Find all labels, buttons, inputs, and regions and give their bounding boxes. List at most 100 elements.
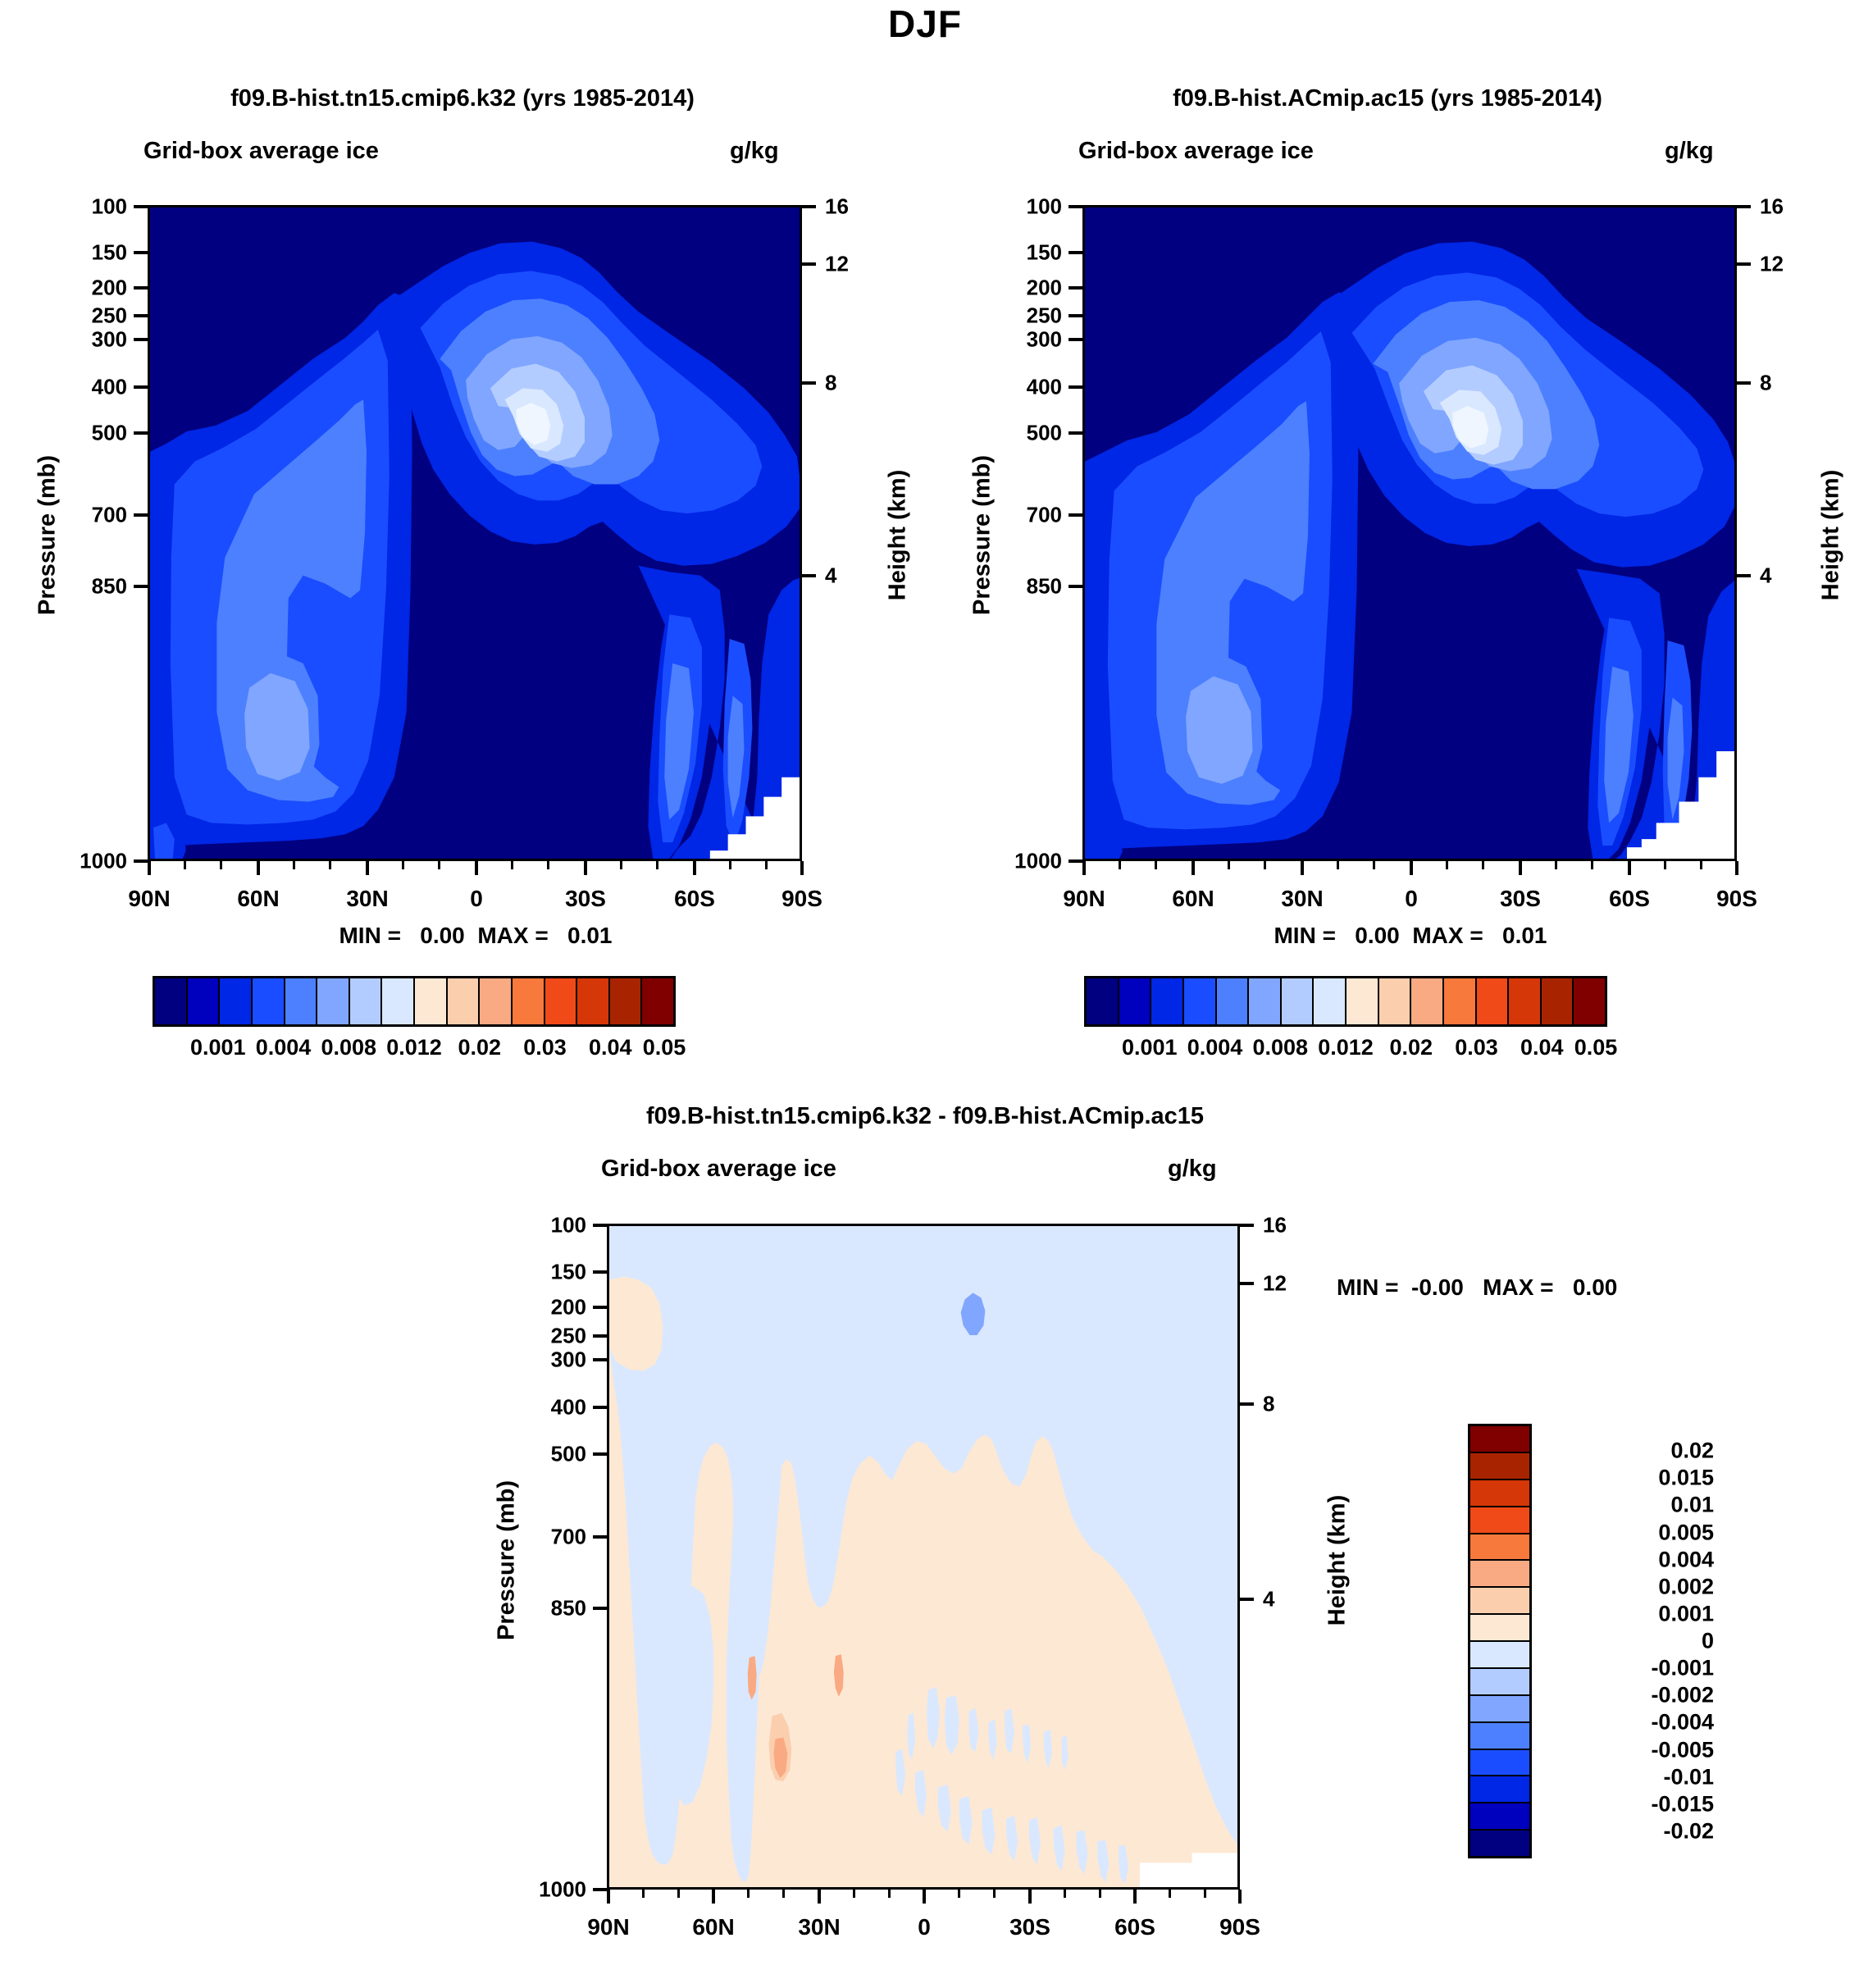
colorbar-swatch[interactable] xyxy=(1470,1749,1529,1777)
colorbar-swatch[interactable] xyxy=(252,978,285,1024)
panel-top-right-minmax: MIN = 0.00 MAX = 0.01 xyxy=(1274,923,1547,948)
colorbar-swatch[interactable] xyxy=(155,978,188,1024)
colorbar-swatch[interactable] xyxy=(1470,1480,1529,1507)
colorbar-swatch[interactable] xyxy=(1411,978,1444,1024)
x-axis-tick xyxy=(148,861,151,875)
colorbar-swatch[interactable] xyxy=(1119,978,1152,1024)
x-axis-minor-tick xyxy=(1555,861,1557,869)
x-axis-minor-tick xyxy=(402,861,404,869)
colorbar-swatch[interactable] xyxy=(1346,978,1379,1024)
colorbar-swatch[interactable] xyxy=(1281,978,1315,1024)
colorbar-swatch[interactable] xyxy=(1249,978,1282,1024)
x-axis-minor-tick xyxy=(1664,861,1666,869)
colorbar-swatch[interactable] xyxy=(1470,1668,1529,1696)
y2-axis-tick xyxy=(1737,262,1751,266)
colorbar-swatch[interactable] xyxy=(1470,1803,1529,1831)
colorbar-swatch[interactable] xyxy=(1470,1615,1529,1642)
colorbar-swatch[interactable] xyxy=(1509,978,1542,1024)
x-tick-label: 60N xyxy=(1172,886,1214,911)
y-axis-tick xyxy=(1069,251,1082,254)
colorbar-swatch[interactable] xyxy=(1443,978,1477,1024)
colorbar-swatch[interactable] xyxy=(512,978,545,1024)
y-tick-label: 200 xyxy=(550,1294,586,1320)
colorbar-swatch[interactable] xyxy=(1470,1534,1529,1562)
colorbar-top-left[interactable] xyxy=(153,976,676,1027)
colorbar-swatch[interactable] xyxy=(317,978,350,1024)
colorbar-swatch[interactable] xyxy=(545,978,578,1024)
colorbar-tick-label: 0.005 xyxy=(1658,1520,1714,1544)
colorbar-swatch[interactable] xyxy=(1541,978,1574,1024)
colorbar-swatch[interactable] xyxy=(1216,978,1250,1024)
y2-axis-tick xyxy=(1737,381,1751,385)
panel-top-right-title: f09.B-hist.ACmip.ac15 (yrs 1985-2014) xyxy=(1173,85,1602,112)
colorbar-swatch[interactable] xyxy=(1476,978,1510,1024)
colorbar-swatch[interactable] xyxy=(1470,1452,1529,1480)
x-axis-minor-tick xyxy=(184,861,186,869)
y-axis-tick xyxy=(134,314,148,317)
x-axis-minor-tick xyxy=(1204,1890,1206,1898)
colorbar-tick-label: 0.012 xyxy=(386,1035,442,1060)
y-axis-tick xyxy=(593,1224,607,1227)
y-axis-tick xyxy=(1069,385,1082,389)
colorbar-tick-label: -0.004 xyxy=(1651,1709,1714,1735)
colorbar-swatch[interactable] xyxy=(1314,978,1346,1024)
x-axis-minor-tick xyxy=(220,861,222,869)
y-tick-label: 100 xyxy=(91,194,127,219)
colorbar-difference-labels: 0.02 0.015 0.01 0.005 0.004 0.002 0.001 … xyxy=(1550,1424,1714,1858)
y-axis-tick xyxy=(134,286,148,290)
x-axis-minor-tick xyxy=(547,861,549,869)
colorbar-swatch[interactable] xyxy=(1183,978,1217,1024)
x-axis-minor-tick xyxy=(511,861,513,869)
x-axis-tick xyxy=(712,1890,715,1904)
colorbar-swatch[interactable] xyxy=(1470,1507,1529,1534)
colorbar-swatch[interactable] xyxy=(349,978,383,1024)
x-axis-minor-tick xyxy=(620,861,622,869)
y-tick-label: 850 xyxy=(91,573,127,599)
y2-tick-label: 8 xyxy=(1760,370,1772,395)
colorbar-swatch[interactable] xyxy=(1470,1695,1529,1723)
colorbar-top-left-labels: 0.001 0.004 0.008 0.012 0.02 0.03 0.04 0… xyxy=(153,1035,686,1068)
panel-top-left-minmax: MIN = 0.00 MAX = 0.01 xyxy=(339,923,613,948)
colorbar-swatch[interactable] xyxy=(447,978,481,1024)
colorbar-swatch[interactable] xyxy=(1470,1722,1529,1750)
y-tick-label: 700 xyxy=(91,502,127,527)
panel-difference-plot xyxy=(607,1224,1240,1890)
colorbar-swatch[interactable] xyxy=(1470,1426,1529,1453)
x-axis-minor-tick xyxy=(747,1890,750,1898)
colorbar-swatch[interactable] xyxy=(1470,1561,1529,1589)
x-axis-minor-tick xyxy=(993,1890,996,1898)
colorbar-swatch[interactable] xyxy=(220,978,253,1024)
y-tick-label: 300 xyxy=(1026,326,1062,352)
x-axis-minor-tick xyxy=(782,1890,785,1898)
colorbar-top-right[interactable] xyxy=(1084,976,1607,1027)
colorbar-swatch[interactable] xyxy=(285,978,318,1024)
x-tick-label: 60S xyxy=(1114,1914,1155,1940)
colorbar-swatch[interactable] xyxy=(1470,1588,1529,1616)
colorbar-swatch[interactable] xyxy=(577,978,610,1024)
colorbar-swatch[interactable] xyxy=(1574,978,1605,1024)
y-axis-tick xyxy=(134,585,148,588)
colorbar-swatch[interactable] xyxy=(1087,978,1119,1024)
y2-tick-label: 16 xyxy=(1760,194,1784,219)
x-tick-label: 60S xyxy=(1609,886,1650,911)
x-tick-label: 30S xyxy=(565,886,606,911)
y-axis-tick xyxy=(1069,585,1082,588)
y-axis-tick xyxy=(134,205,148,208)
colorbar-swatch[interactable] xyxy=(1470,1776,1529,1804)
colorbar-swatch[interactable] xyxy=(642,978,673,1024)
colorbar-swatch[interactable] xyxy=(187,978,221,1024)
colorbar-swatch[interactable] xyxy=(480,978,513,1024)
colorbar-swatch[interactable] xyxy=(1151,978,1184,1024)
colorbar-swatch[interactable] xyxy=(1470,1642,1529,1669)
y2-tick-label: 12 xyxy=(1263,1270,1287,1296)
colorbar-swatch[interactable] xyxy=(609,978,643,1024)
colorbar-tick-label: -0.02 xyxy=(1663,1818,1714,1844)
y-tick-label: 400 xyxy=(91,374,127,399)
colorbar-difference[interactable] xyxy=(1468,1424,1532,1858)
colorbar-swatch[interactable] xyxy=(382,978,415,1024)
colorbar-swatch[interactable] xyxy=(1470,1831,1529,1856)
colorbar-swatch[interactable] xyxy=(1378,978,1412,1024)
y-axis-tick xyxy=(593,1452,607,1456)
colorbar-tick-label: 0 xyxy=(1701,1628,1714,1653)
colorbar-swatch[interactable] xyxy=(415,978,448,1024)
